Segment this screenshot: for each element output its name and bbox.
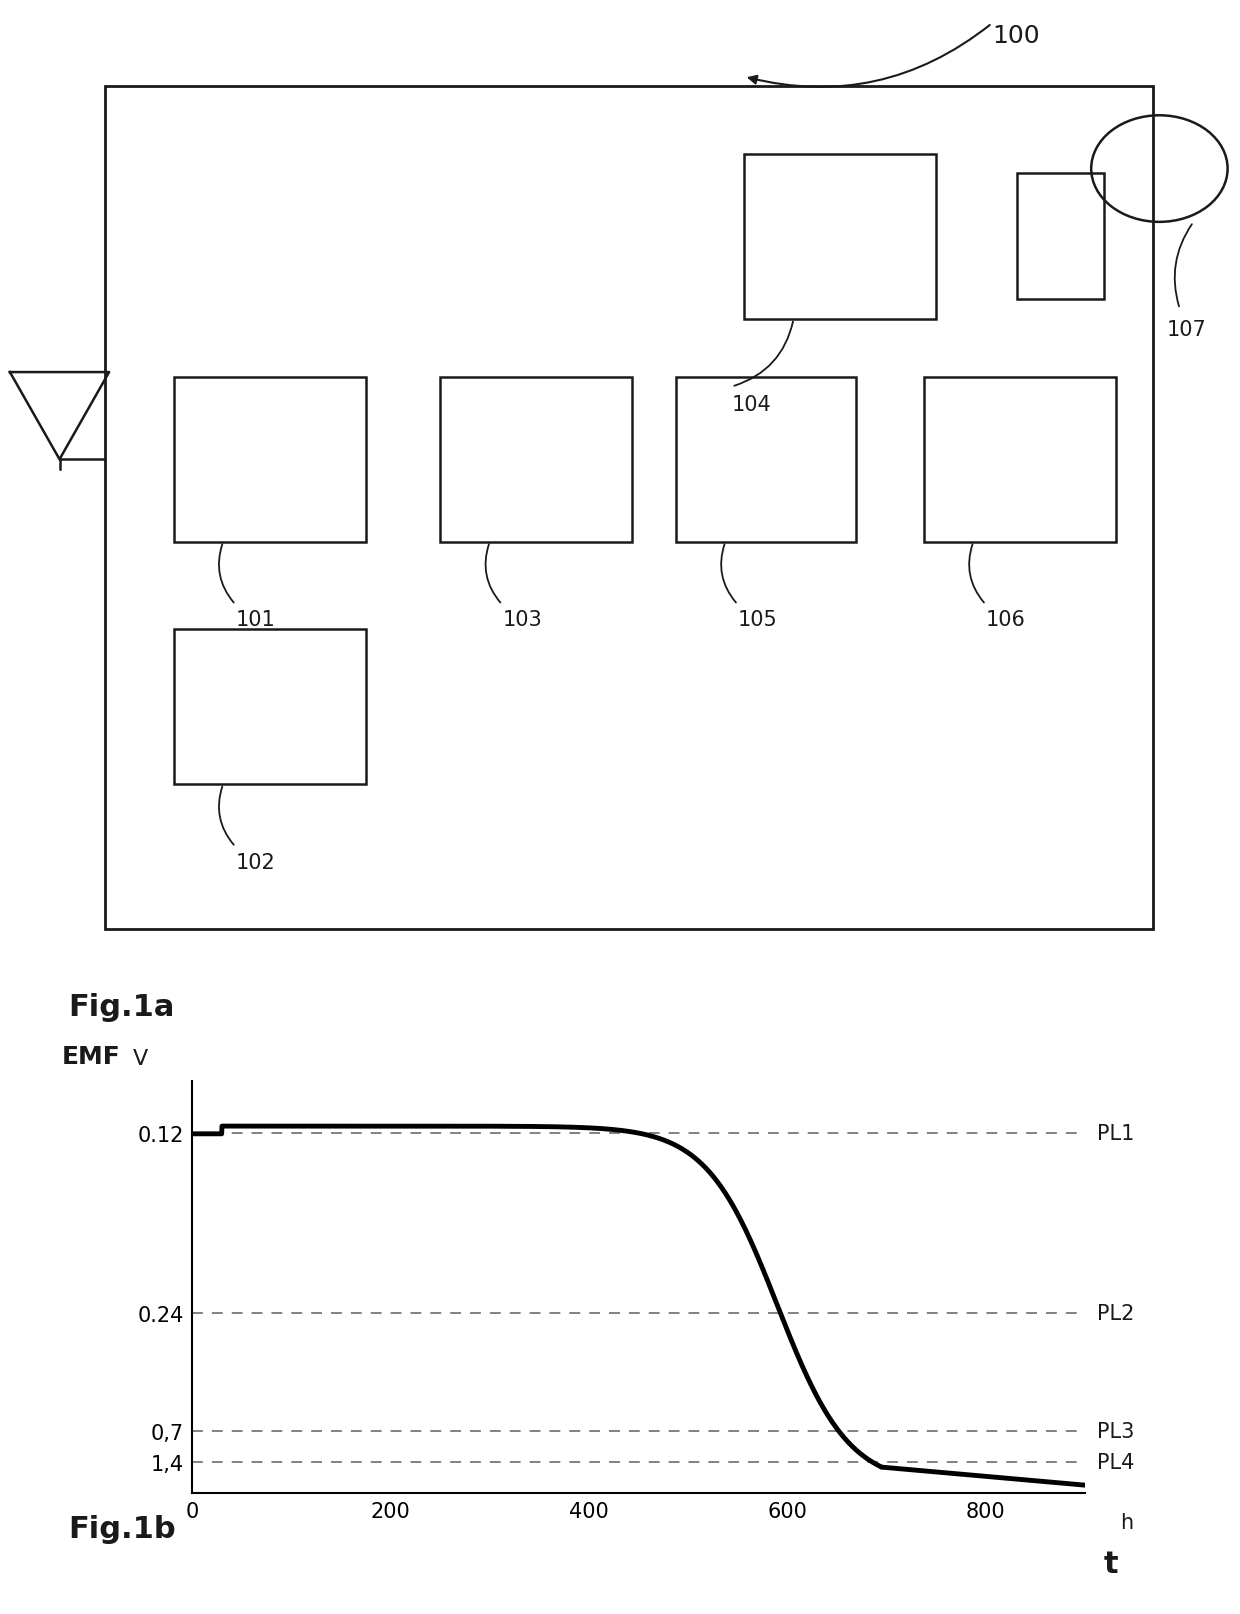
Text: 101: 101 bbox=[236, 610, 275, 629]
Text: Fig.1a: Fig.1a bbox=[68, 993, 175, 1022]
Text: PL1: PL1 bbox=[1097, 1123, 1135, 1143]
FancyBboxPatch shape bbox=[174, 378, 366, 542]
Text: PL4: PL4 bbox=[1097, 1453, 1135, 1472]
FancyBboxPatch shape bbox=[924, 378, 1116, 542]
FancyBboxPatch shape bbox=[105, 87, 1153, 930]
FancyBboxPatch shape bbox=[676, 378, 856, 542]
Text: 105: 105 bbox=[738, 610, 777, 629]
FancyBboxPatch shape bbox=[440, 378, 632, 542]
FancyBboxPatch shape bbox=[1017, 174, 1104, 300]
Text: Fig.1b: Fig.1b bbox=[68, 1514, 176, 1543]
FancyBboxPatch shape bbox=[744, 155, 936, 320]
Text: PL2: PL2 bbox=[1097, 1302, 1135, 1323]
Text: t: t bbox=[1104, 1549, 1118, 1578]
Text: EMF: EMF bbox=[62, 1044, 120, 1068]
Text: V: V bbox=[133, 1049, 148, 1068]
Text: 107: 107 bbox=[1166, 320, 1207, 339]
Text: 102: 102 bbox=[236, 852, 275, 872]
Text: PL3: PL3 bbox=[1097, 1422, 1135, 1441]
Text: h: h bbox=[1120, 1512, 1133, 1532]
Text: 104: 104 bbox=[732, 395, 771, 415]
FancyBboxPatch shape bbox=[174, 629, 366, 784]
Text: 103: 103 bbox=[502, 610, 542, 629]
Text: 100: 100 bbox=[992, 24, 1039, 48]
Text: 106: 106 bbox=[986, 610, 1025, 629]
